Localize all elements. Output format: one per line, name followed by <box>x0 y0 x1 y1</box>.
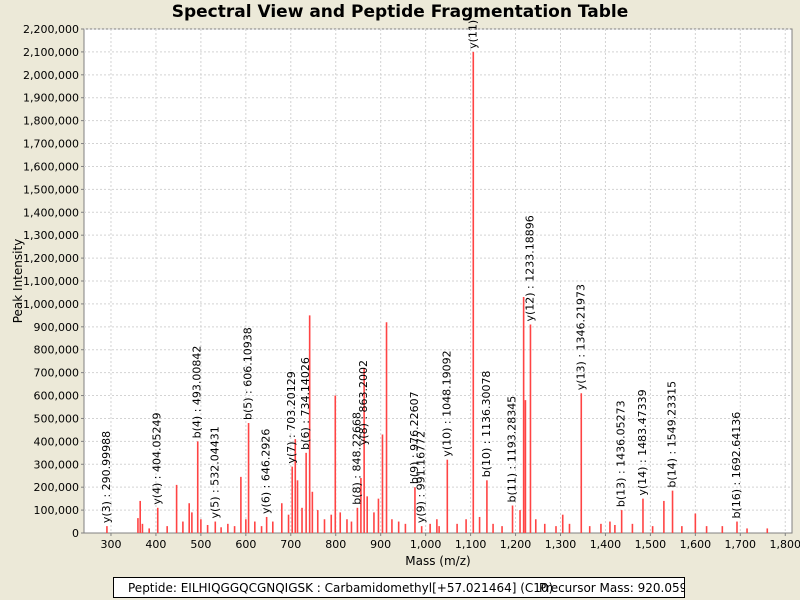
y-tick-label: 1,100,000 <box>23 275 79 288</box>
peak-annotation: y(11) <box>466 20 479 49</box>
peptide-label: Peptide: EILHIQGGQCGNQIGSK : Carbamidome… <box>128 581 554 595</box>
x-tick-label: 600 <box>235 538 256 551</box>
grid <box>84 28 792 533</box>
peak-annotation: y(12) : 1233.18896 <box>523 215 536 321</box>
peak-annotation: b(4) : 493.00842 <box>191 346 204 439</box>
x-tick-label: 1,000 <box>410 538 442 551</box>
peak-annotation: y(14) : 1483.47339 <box>636 389 649 495</box>
peak-annotation: y(3) : 290.99988 <box>100 431 113 523</box>
x-tick-label: 700 <box>280 538 301 551</box>
peak-annotation: y(7) : 703.20129 <box>285 371 298 463</box>
peak-annotation: b(6) : 734.14026 <box>299 357 312 450</box>
x-tick-label: 1,200 <box>500 538 532 551</box>
x-tick-label: 1,800 <box>770 538 800 551</box>
y-tick-label: 300,000 <box>34 458 80 471</box>
y-tick-label: 0 <box>72 527 79 540</box>
y-tick-label: 800,000 <box>34 344 80 357</box>
chart-title: Spectral View and Peptide Fragmentation … <box>171 2 629 22</box>
y-tick-label: 1,200,000 <box>23 252 79 265</box>
y-tick-label: 2,200,000 <box>23 23 79 36</box>
y-tick-label: 400,000 <box>34 435 80 448</box>
y-axis-label: Peak Intensity <box>11 239 25 324</box>
y-tick-label: 1,700,000 <box>23 138 79 151</box>
y-tick-label: 600,000 <box>34 390 80 403</box>
x-tick-label: 1,300 <box>545 538 577 551</box>
x-tick-label: 1,500 <box>635 538 667 551</box>
peak-annotation: b(14) : 1549.23315 <box>666 381 679 488</box>
peak-annotation: b(16) : 1692.64136 <box>730 412 743 519</box>
y-tick-label: 1,600,000 <box>23 160 79 173</box>
peak-annotation: b(10) : 1136.30078 <box>480 371 493 478</box>
y-tick-label: 100,000 <box>34 504 80 517</box>
x-tick-label: 400 <box>145 538 166 551</box>
y-axis: 0 100,000 200,000 300,000 400,000 500,000 600,… <box>23 23 84 540</box>
y-tick-label: 2,000,000 <box>23 69 79 82</box>
y-tick-label: 1,900,000 <box>23 92 79 105</box>
y-tick-label: 900,000 <box>34 321 80 334</box>
y-tick-label: 1,000,000 <box>23 298 79 311</box>
peak-annotation: y(10) : 1048.19092 <box>440 350 453 456</box>
peak-annotation: b(13) : 1436.05273 <box>615 400 628 507</box>
x-tick-label: 300 <box>100 538 121 551</box>
peak-annotation: y(5) : 532.04431 <box>208 426 221 518</box>
x-tick-label: 1,600 <box>680 538 712 551</box>
peak-annotation: y(4) : 404.05249 <box>151 413 164 505</box>
peak-annotation: y(8) : 863.2002 <box>357 360 370 445</box>
peaks <box>106 51 769 533</box>
peak-annotation: b(8) : 848.22668 <box>350 412 363 505</box>
peak-annotation: b(9) : 976.22607 <box>408 391 421 484</box>
y-tick-label: 200,000 <box>34 481 80 494</box>
y-tick-label: 1,500,000 <box>23 183 79 196</box>
y-tick-label: 500,000 <box>34 412 80 425</box>
x-tick-label: 800 <box>325 538 346 551</box>
x-axis-label: Mass (m/z) <box>405 554 470 568</box>
y-tick-label: 1,800,000 <box>23 115 79 128</box>
peak-annotation: y(13) : 1346.21973 <box>574 284 587 390</box>
x-tick-label: 500 <box>190 538 211 551</box>
peak-annotations: y(3) : 290.99988 y(4) : 404.05249 b(4) : 4… <box>100 20 743 523</box>
spectrum-chart[interactable]: 0 100,000 200,000 300,000 400,000 500,000 600,… <box>0 0 800 575</box>
peptide-info-box: Peptide: EILHIQGGQCGNQIGSK : Carbamidome… <box>113 577 685 598</box>
peak-annotation: y(6) : 646.2926 <box>260 429 273 514</box>
x-axis: 300 400 500 600 700 800 900 1,000 1,100 1,200 1,30… <box>100 533 800 551</box>
peak-annotation: b(11) : 1193.28345 <box>506 396 519 503</box>
y-tick-label: 1,400,000 <box>23 206 79 219</box>
peak-annotation: y(9) : 991.16772 <box>415 431 428 523</box>
peak-annotation: b(5) : 606.10938 <box>242 327 255 420</box>
y-tick-label: 2,100,000 <box>23 46 79 59</box>
precursor-mass-label: Precursor Mass: 920.0594 <box>539 581 685 595</box>
y-tick-label: 700,000 <box>34 367 80 380</box>
y-tick-label: 1,300,000 <box>23 229 79 242</box>
x-tick-label: 1,400 <box>590 538 622 551</box>
x-tick-label: 1,700 <box>725 538 757 551</box>
x-tick-label: 900 <box>370 538 391 551</box>
x-tick-label: 1,100 <box>455 538 487 551</box>
